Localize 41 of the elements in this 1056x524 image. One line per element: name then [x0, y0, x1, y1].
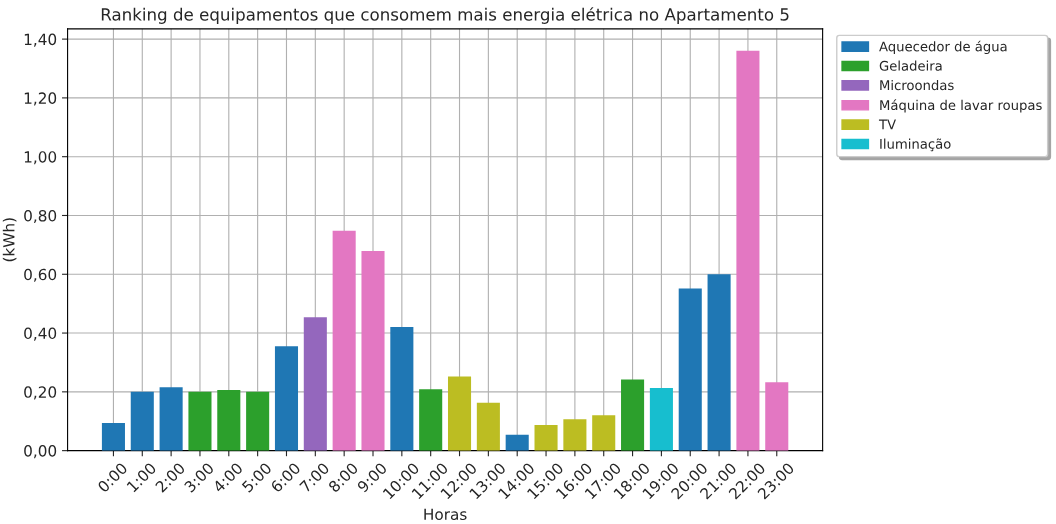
bar	[678, 288, 702, 451]
bar	[390, 326, 414, 451]
x-axis-title: Horas	[424, 508, 467, 521]
bar	[505, 434, 529, 451]
y-tick-label: 1,40	[24, 33, 57, 47]
y-axis-title: (kWh)	[2, 218, 17, 262]
bar	[447, 376, 472, 451]
bar	[361, 251, 385, 451]
y-tick-label: 0,00	[24, 445, 57, 459]
legend-label: Máquina de lavar roupas	[880, 99, 1042, 113]
legend-label: Iluminação	[880, 138, 951, 152]
bar	[332, 230, 356, 451]
y-tick-label: 1,20	[24, 92, 57, 106]
bar	[246, 391, 270, 451]
bar	[159, 387, 183, 451]
y-tick-label: 0,60	[24, 268, 57, 282]
bar	[188, 391, 212, 451]
legend-label: Microondas	[880, 79, 954, 91]
bar	[303, 317, 327, 451]
bar	[563, 419, 587, 451]
bar	[592, 415, 616, 451]
bar	[419, 389, 443, 451]
y-tick-label: 0,40	[24, 327, 57, 341]
bar	[621, 379, 645, 451]
y-tick-label: 0,80	[24, 209, 57, 224]
bar	[476, 402, 500, 451]
bar	[101, 423, 125, 451]
bar	[765, 382, 789, 451]
legend-label: Aquecedor de água	[879, 40, 1007, 54]
y-tick-label: 0,20	[24, 386, 57, 400]
bar	[707, 274, 731, 451]
bar	[274, 346, 299, 451]
y-tick-label: 1,00	[24, 151, 57, 165]
legend-label: TV	[878, 119, 896, 130]
chart-title: Ranking de equipamentos que consomem mais energia elétrica no Apartamento 5	[101, 7, 789, 24]
legend-label: Geladeira	[879, 60, 942, 71]
bar	[736, 50, 760, 451]
bar	[217, 390, 241, 451]
bar	[534, 425, 558, 451]
bar	[130, 391, 154, 451]
bar	[649, 388, 673, 451]
